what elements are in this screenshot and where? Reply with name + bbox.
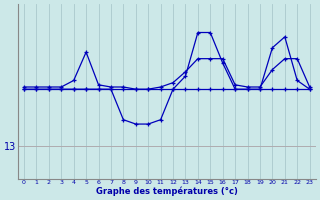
X-axis label: Graphe des températures (°c): Graphe des températures (°c) (96, 186, 238, 196)
